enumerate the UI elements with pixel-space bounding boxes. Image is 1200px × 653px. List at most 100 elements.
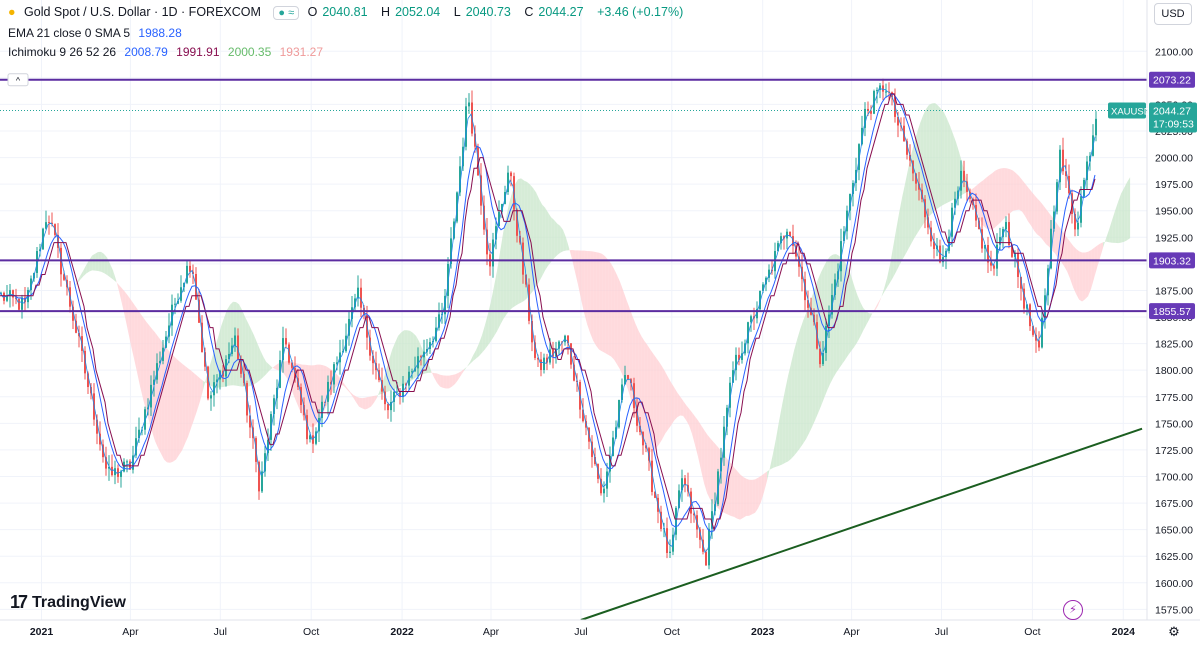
level-tag-label: 1855.57 bbox=[1153, 306, 1191, 318]
cloud-segment bbox=[62, 296, 65, 298]
cloud-segment bbox=[791, 350, 794, 459]
countdown-label: 17:09:53 bbox=[1153, 119, 1194, 131]
cloud-segment bbox=[311, 365, 314, 427]
cloud-segment bbox=[665, 372, 668, 434]
cloud-segment bbox=[173, 355, 176, 461]
time-tick-label: Jul bbox=[935, 626, 948, 638]
candle bbox=[603, 489, 605, 494]
cloud-segment bbox=[1025, 184, 1028, 222]
candle bbox=[669, 552, 671, 553]
cloud-segment bbox=[590, 251, 593, 340]
ichimoku-span-a: 2000.35 bbox=[228, 45, 271, 59]
cloud-segment bbox=[1055, 221, 1058, 259]
cloud-segment bbox=[536, 192, 539, 286]
candle bbox=[876, 90, 878, 91]
cloud-segment bbox=[995, 169, 998, 227]
cloud-segment bbox=[821, 266, 824, 406]
cloud-segment bbox=[182, 364, 185, 451]
time-axis-bg bbox=[0, 620, 1200, 648]
cloud-segment bbox=[620, 282, 623, 377]
cloud-segment bbox=[176, 358, 179, 459]
gear-icon[interactable]: ⚙ bbox=[1164, 622, 1184, 642]
cloud-segment bbox=[191, 371, 194, 428]
cloud-segment bbox=[140, 313, 143, 399]
cloud-segment bbox=[599, 253, 602, 352]
cloud-segment bbox=[587, 251, 590, 333]
cloud-segment bbox=[578, 250, 581, 299]
cloud-segment bbox=[551, 217, 554, 262]
cloud-segment bbox=[335, 373, 338, 388]
candle bbox=[627, 375, 629, 379]
cloud-segment bbox=[128, 296, 131, 346]
cloud-segment bbox=[1007, 168, 1010, 215]
candle bbox=[885, 92, 887, 93]
candle bbox=[981, 229, 983, 248]
cloud-segment bbox=[677, 392, 680, 417]
cloud-segment bbox=[35, 293, 38, 297]
cloud-segment bbox=[905, 169, 908, 255]
cloud-segment bbox=[398, 333, 401, 388]
cloud-segment bbox=[1103, 238, 1106, 247]
cloud-segment bbox=[1109, 220, 1112, 243]
symbol-title[interactable]: Gold Spot / U.S. Dollar · 1D · FOREXCOM bbox=[24, 5, 261, 19]
market-status-badge[interactable]: ● ≈ bbox=[273, 6, 299, 20]
time-tick-label: Oct bbox=[1024, 626, 1040, 638]
currency-select[interactable]: USD bbox=[1154, 3, 1192, 25]
tradingview-logo-text: TradingView bbox=[32, 594, 126, 612]
cloud-segment bbox=[734, 467, 737, 518]
cloud-segment bbox=[374, 395, 377, 402]
support-trendline bbox=[581, 429, 1142, 620]
cloud-segment bbox=[656, 358, 659, 449]
time-tick-label: Apr bbox=[843, 626, 860, 638]
candle bbox=[882, 85, 884, 91]
cloud-segment bbox=[1037, 198, 1040, 236]
tradingview-logo[interactable]: 17 TradingView bbox=[10, 592, 126, 613]
candle bbox=[1077, 223, 1079, 230]
ichimoku-legend[interactable]: Ichimoku 9 26 52 26 2008.79 1991.91 2000… bbox=[8, 45, 328, 59]
cloud-segment bbox=[143, 317, 146, 410]
ichimoku-span-b: 1931.27 bbox=[280, 45, 323, 59]
level-tag-label: 2073.22 bbox=[1153, 75, 1191, 87]
symbol-legend[interactable]: ● Gold Spot / U.S. Dollar · 1D · FOREXCO… bbox=[8, 5, 688, 20]
cloud-segment bbox=[794, 339, 797, 455]
candle bbox=[18, 299, 20, 310]
cloud-segment bbox=[1124, 182, 1127, 242]
cloud-segment bbox=[674, 387, 677, 420]
cloud-segment bbox=[473, 350, 476, 361]
cloud-segment bbox=[203, 378, 206, 390]
cloud-segment bbox=[935, 103, 938, 210]
candle bbox=[1038, 341, 1040, 348]
cloud-segment bbox=[866, 311, 869, 325]
cloud-segment bbox=[770, 453, 773, 469]
price-tick-label: 1975.00 bbox=[1155, 179, 1193, 191]
cloud-segment bbox=[926, 105, 929, 220]
cloud-segment bbox=[1127, 177, 1130, 240]
cloud-segment bbox=[137, 309, 140, 387]
cloud-segment bbox=[1016, 173, 1019, 210]
cloud-segment bbox=[86, 260, 89, 273]
cloud-segment bbox=[710, 438, 713, 504]
lightning-icon[interactable]: ⚡ bbox=[1063, 600, 1083, 620]
gold-icon: ● bbox=[8, 5, 16, 19]
cloud-segment bbox=[938, 106, 941, 209]
cloud-segment bbox=[1073, 246, 1076, 294]
cloud-segment bbox=[1022, 180, 1025, 216]
cloud-segment bbox=[263, 356, 266, 377]
time-tick-label: 2024 bbox=[1112, 626, 1136, 638]
cloud-segment bbox=[797, 329, 800, 452]
cloud-segment bbox=[683, 401, 686, 420]
cloud-segment bbox=[776, 421, 779, 467]
cloud-segment bbox=[608, 260, 611, 357]
candle bbox=[174, 304, 176, 305]
cloud-segment bbox=[809, 296, 812, 433]
ema-legend[interactable]: EMA 21 close 0 SMA 5 1988.28 bbox=[8, 26, 187, 40]
cloud-segment bbox=[80, 271, 83, 280]
cloud-segment bbox=[101, 252, 104, 273]
candle bbox=[210, 395, 212, 398]
cloud-segment bbox=[503, 217, 506, 319]
cloud-segment bbox=[170, 352, 173, 462]
cloud-segment bbox=[746, 479, 749, 516]
